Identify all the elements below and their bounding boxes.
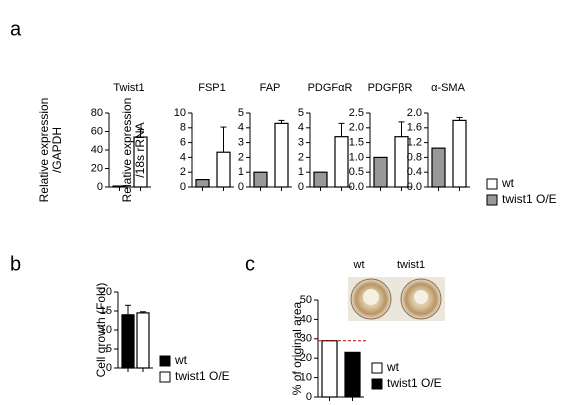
- y-tick-label: 3: [238, 137, 244, 149]
- bar: [373, 156, 388, 188]
- bar: [121, 314, 135, 369]
- bar: [334, 136, 349, 188]
- panel-label: c: [245, 253, 255, 275]
- legend-swatch: [159, 371, 171, 383]
- y-tick-label: 0: [180, 181, 186, 193]
- y-tick-label: 15: [100, 305, 112, 317]
- bar: [136, 312, 150, 369]
- bar: [133, 136, 148, 188]
- y-tick-label: 4: [298, 122, 304, 134]
- y-axis-label: Cell growth (Fold): [94, 283, 108, 378]
- chart-title: PDGFαR: [308, 82, 353, 94]
- y-tick-label: 5: [238, 107, 244, 119]
- y-tick-label: 5: [106, 343, 112, 355]
- chart-title: PDGFβR: [368, 82, 413, 94]
- y-tick-label: 0: [106, 362, 112, 374]
- image-label: twist1: [397, 259, 425, 271]
- y-tick-label: 1: [238, 166, 244, 178]
- y-tick-label: 1.6: [407, 122, 422, 134]
- y-tick-label: 1.0: [349, 151, 364, 163]
- y-tick-label: 1.2: [407, 137, 422, 149]
- y-tick-label: 1.5: [349, 137, 364, 149]
- y-tick-label: 0: [306, 391, 312, 403]
- y-tick-label: 50: [300, 294, 312, 306]
- chart-title: α-SMA: [431, 82, 466, 94]
- y-tick-label: 2.0: [407, 107, 422, 119]
- legend-swatch: [486, 178, 498, 190]
- y-tick-label: 2: [238, 151, 244, 163]
- y-tick-label: 5: [298, 107, 304, 119]
- legend-label: wt: [174, 353, 188, 367]
- y-tick-label: 2: [298, 151, 304, 163]
- y-axis-label: Relative expression: [37, 98, 51, 203]
- y-tick-label: 1: [298, 166, 304, 178]
- bar: [431, 147, 446, 188]
- y-tick-label: 8: [180, 122, 186, 134]
- y-tick-label: 10: [300, 372, 312, 384]
- y-tick-label: 0: [238, 181, 244, 193]
- y-tick-label: 0.5: [349, 166, 364, 178]
- y-tick-label: 0.4: [407, 166, 422, 178]
- y-axis-label: /18s rRNA: [133, 122, 147, 177]
- y-tick-label: 80: [91, 107, 103, 119]
- legend-label: twist1 O/E: [387, 376, 442, 390]
- image-label: wt: [353, 259, 365, 271]
- y-tick-label: 30: [300, 333, 312, 345]
- legend-label: twist1 O/E: [175, 369, 230, 383]
- y-tick-label: 0: [298, 181, 304, 193]
- panel-label: b: [10, 253, 21, 275]
- chart-title: FSP1: [198, 82, 226, 94]
- y-tick-label: 40: [91, 144, 103, 156]
- y-tick-label: 2.5: [349, 107, 364, 119]
- bar: [274, 122, 289, 188]
- y-tick-label: 20: [300, 352, 312, 364]
- y-axis-label: % of original area: [290, 301, 304, 395]
- y-tick-label: 0.0: [407, 181, 422, 193]
- y-tick-label: 4: [238, 122, 244, 134]
- y-axis-label: /GAPDH: [50, 127, 64, 173]
- bar: [112, 185, 127, 188]
- bar: [313, 171, 328, 188]
- y-tick-label: 20: [100, 286, 112, 298]
- y-tick-label: 10: [100, 324, 112, 336]
- y-tick-label: 60: [91, 125, 103, 137]
- legend-label: wt: [501, 176, 515, 190]
- y-tick-label: 3: [298, 137, 304, 149]
- legend-swatch: [371, 378, 383, 390]
- bar: [216, 151, 231, 188]
- chart-title: FAP: [260, 82, 281, 94]
- bar: [253, 171, 268, 188]
- photo: [348, 277, 445, 321]
- y-tick-label: 2: [180, 166, 186, 178]
- y-tick-label: 40: [300, 313, 312, 325]
- y-tick-label: 4: [180, 151, 186, 163]
- panel-label: a: [10, 18, 22, 40]
- bar: [394, 136, 409, 188]
- y-tick-label: 10: [174, 107, 186, 119]
- y-tick-label: 6: [180, 137, 186, 149]
- y-tick-label: 0.0: [349, 181, 364, 193]
- y-tick-label: 0.8: [407, 151, 422, 163]
- chart-title: Twist1: [113, 82, 144, 94]
- y-tick-label: 20: [91, 162, 103, 174]
- bar: [344, 351, 361, 398]
- legend-label: wt: [386, 360, 400, 374]
- bar: [321, 340, 338, 398]
- y-tick-label: 0: [97, 181, 103, 193]
- legend-swatch: [371, 362, 383, 374]
- y-axis-label: Relative expression: [120, 98, 134, 203]
- legend-swatch: [159, 355, 171, 367]
- legend-label: twist1 O/E: [502, 192, 557, 206]
- bar: [452, 119, 467, 188]
- y-tick-label: 2.0: [349, 122, 364, 134]
- bar: [195, 179, 210, 188]
- legend-swatch: [486, 194, 498, 206]
